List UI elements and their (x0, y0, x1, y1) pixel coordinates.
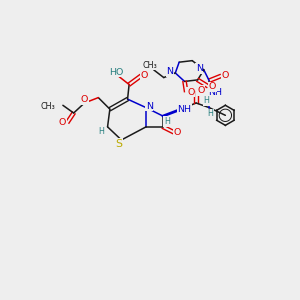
Text: NH: NH (208, 88, 222, 98)
Text: S: S (116, 139, 123, 149)
Text: O: O (141, 71, 148, 80)
Text: NH: NH (178, 105, 192, 114)
Text: N: N (167, 67, 173, 76)
Text: O: O (81, 95, 88, 104)
Text: N: N (146, 102, 153, 111)
Text: O: O (174, 128, 181, 137)
Text: O: O (58, 118, 66, 127)
Text: H: H (164, 117, 170, 126)
Text: H: H (203, 96, 209, 105)
Text: O: O (187, 88, 194, 97)
Text: CH₃: CH₃ (40, 102, 55, 111)
Text: N: N (196, 64, 203, 73)
Text: H: H (98, 127, 104, 136)
Text: O: O (208, 82, 216, 91)
Text: O: O (197, 86, 204, 95)
Text: H: H (207, 109, 213, 118)
Text: O: O (222, 71, 229, 80)
Text: HO: HO (110, 68, 124, 77)
Text: CH₃: CH₃ (142, 61, 157, 70)
